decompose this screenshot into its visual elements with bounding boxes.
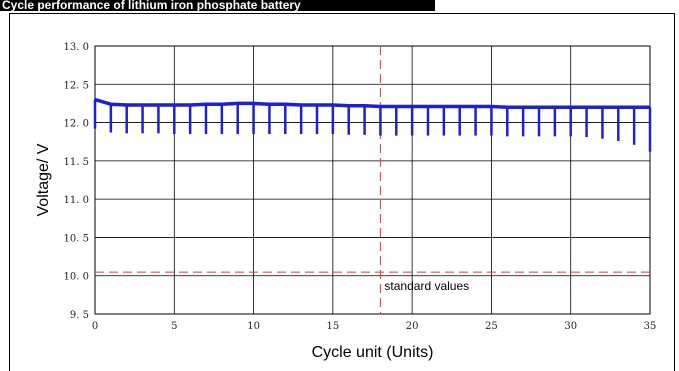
y-tick-label: 9. 5 [70,310,89,321]
page-title: Cycle performance of lithium iron phosph… [0,0,435,11]
x-tick-label: 20 [406,321,419,332]
x-tick-label: 15 [326,321,339,332]
x-tick-label: 30 [564,321,577,332]
x-tick-label: 35 [644,321,657,332]
chart-frame [9,13,675,371]
y-tick-label: 10. 5 [64,233,89,244]
y-tick-label: 12. 5 [64,80,89,91]
y-tick-label: 11. 0 [64,195,89,206]
series-line [94,97,650,110]
y-axis-label: Voltage/ V [35,143,52,216]
plot-area [94,45,651,315]
x-axis-label: Cycle unit (Units) [312,344,434,361]
x-tick-label: 25 [485,321,498,332]
reference-line-label: standard values [384,279,469,293]
y-tick-label: 11. 5 [64,157,89,168]
x-tick-label: 10 [247,321,260,332]
y-tick-label: 10. 0 [64,272,89,283]
x-tick-label: 5 [171,321,177,332]
y-tick-label: 12. 0 [64,119,89,130]
y-tick-label: 13. 0 [64,42,89,53]
x-tick-label: 0 [92,321,98,332]
